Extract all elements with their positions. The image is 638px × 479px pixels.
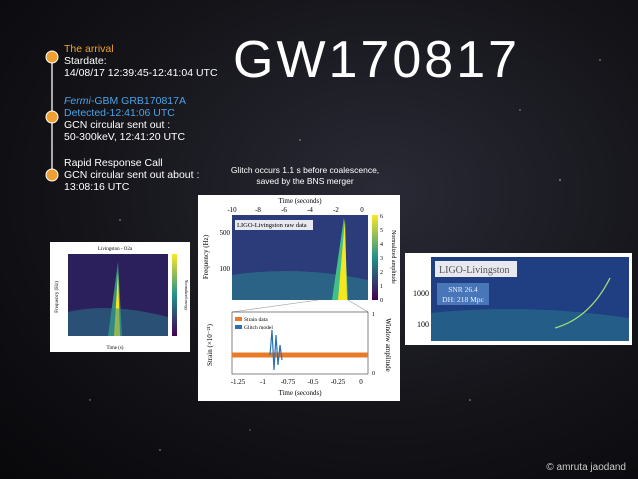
left-plot: Livingston - O2a Time (s) Frequency (Hz)…	[50, 242, 190, 352]
colorbar-label: Normalized amplitude	[390, 230, 396, 284]
x-label: Time (seconds)	[278, 389, 322, 397]
plot-graphic	[347, 299, 369, 313]
plot-graphic	[231, 299, 319, 313]
caption: Glitch occurs 1.1 s before coalescence, …	[210, 165, 400, 187]
plot-graphic	[431, 309, 629, 341]
timeline-item: Rapid Response Call GCN circular sent ou…	[64, 157, 199, 193]
x-tick-label: -1.25	[231, 378, 246, 386]
colorbar-tick: 0	[380, 298, 383, 304]
y-label: Frequency (Hz)	[202, 234, 210, 279]
colorbar-tick: 6	[380, 214, 383, 220]
plot-graphic	[249, 429, 251, 431]
y2-label: Window amplitude	[384, 318, 392, 372]
caption-line: saved by the BNS merger	[256, 176, 354, 186]
plot-graphic	[231, 311, 369, 375]
caption-line: Glitch occurs 1.1 s before coalescence,	[230, 165, 380, 175]
x-tick-label: -6	[281, 206, 287, 214]
plot-graphic	[299, 139, 301, 141]
x-tick-label: -4	[307, 206, 313, 214]
plot-graphic	[269, 329, 283, 371]
colorbar-label: Normalized energy	[184, 280, 189, 311]
legend: Strain data	[244, 317, 268, 323]
x-tick-label: 0	[360, 206, 364, 214]
plot-graphic	[559, 179, 561, 181]
timeline-dot	[45, 110, 59, 124]
plot-graphic: -10 -8 -6 -4 -2 0	[227, 206, 364, 214]
colorbar-tick: 3	[380, 256, 383, 262]
plot-graphic	[372, 215, 378, 300]
plot-graphic	[599, 59, 601, 61]
colorbar-tick: 1	[380, 284, 383, 290]
right-plot: LIGO-Livingston 1000 100 SNR 26.4 DH: 21…	[405, 253, 632, 345]
x-tick-label: -10	[227, 206, 237, 214]
plot-graphic	[89, 399, 91, 401]
item-detected: Detected-12:41:06 UTC	[64, 107, 175, 119]
colorbar-tick: 2	[380, 270, 383, 276]
y-label: Frequency (Hz)	[55, 281, 60, 313]
x-label: Time (seconds)	[278, 197, 322, 205]
plot-graphic	[235, 317, 242, 321]
y2-tick-label: 1	[372, 312, 375, 318]
plot-graphic	[172, 254, 177, 336]
item-heading: The arrival	[64, 43, 114, 55]
colorbar-tick: 4	[380, 242, 383, 248]
plot-graphic	[235, 220, 313, 230]
plot-graphic	[68, 308, 168, 336]
item-line: GCN circular sent out :	[64, 119, 171, 131]
credit: © amruta jaodand	[546, 462, 626, 473]
plot-graphic: -1.25 -1 -0.75 -0.5 -0.25 0	[231, 378, 364, 386]
item-heading: Fermi-GBM GRB170817A	[64, 95, 186, 107]
item-heading-italic: Fermi	[64, 95, 91, 107]
item-line: 13:08:16 UTC	[64, 181, 130, 193]
timeline-item: Fermi-GBM GRB170817A Detected-12:41:06 U…	[64, 95, 186, 143]
item-line: GCN circular sent out about :	[64, 169, 200, 181]
distance-label: DH: 218 Mpc	[442, 295, 484, 304]
timeline-dot	[45, 50, 59, 64]
plot-graphic	[338, 219, 347, 300]
plot-graphic	[469, 399, 471, 401]
y2-tick-label: 0	[372, 371, 375, 377]
x-tick-label: -2	[333, 206, 339, 214]
plot-graphic: 6 5 4 3 2 1 0	[380, 214, 383, 304]
plot-graphic	[435, 261, 517, 277]
colorbar-tick: 5	[380, 228, 383, 234]
item-line: Stardate:	[64, 55, 107, 67]
plot-graphic	[437, 283, 489, 305]
y-tick-label: 1000	[413, 289, 429, 298]
x-tick-label: -0.5	[307, 378, 319, 386]
legend: Glitch model	[244, 325, 273, 331]
y-tick-label: 100	[417, 320, 429, 329]
x-tick-label: -8	[255, 206, 261, 214]
x-tick-label: -1	[260, 378, 266, 386]
timeline-item: The arrival Stardate: 14/08/17 12:39:45-…	[64, 43, 218, 79]
y-label: Strain (×10⁻²¹)	[206, 323, 214, 366]
slide-title: GW170817	[233, 31, 521, 89]
timeline-dot	[45, 168, 59, 182]
x-tick-label: -0.75	[281, 378, 296, 386]
x-tick-label: -0.25	[331, 378, 346, 386]
stars	[89, 59, 601, 451]
plot-graphic	[119, 219, 121, 221]
item-line: 50-300keV, 12:41:20 UTC	[64, 131, 186, 143]
x-tick-label: 0	[359, 378, 363, 386]
center-plot: Time (seconds) -10 -8 -6 -4 -2 0 LIGO-Li…	[198, 195, 400, 401]
snr-label: SNR 26.4	[448, 285, 478, 294]
item-heading-rest: -GBM GRB170817A	[90, 95, 186, 107]
y-tick-label: 500	[220, 229, 231, 237]
y-tick-label: 100	[220, 265, 231, 273]
item-line: Rapid Response Call	[64, 157, 163, 169]
item-line: 14/08/17 12:39:45-12:41:04 UTC	[64, 67, 218, 79]
plot-graphic	[554, 277, 611, 329]
plot-graphic	[235, 325, 242, 329]
plot-title: Livingston - O2a	[98, 247, 133, 252]
plot-graphic	[519, 109, 521, 111]
x-label: Time (s)	[107, 346, 124, 351]
legend: LIGO-Livingston raw data	[237, 222, 307, 229]
plot-graphic	[159, 449, 161, 451]
plot-title: LIGO-Livingston	[439, 265, 510, 276]
